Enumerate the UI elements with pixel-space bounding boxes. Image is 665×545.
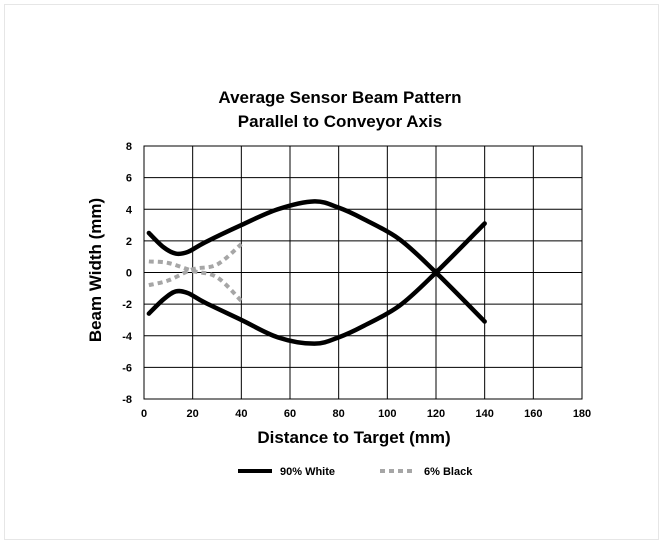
y-tick-label: 2 — [126, 236, 132, 248]
grid — [143, 145, 583, 400]
x-tick-label: 40 — [235, 408, 247, 420]
x-axis-ticks: 0 20 40 60 80 100 120 140 160 180 — [141, 408, 591, 420]
y-tick-label: 8 — [126, 141, 132, 153]
legend-label-90-white: 90% White — [280, 466, 335, 478]
x-tick-label: 120 — [427, 408, 445, 420]
y-tick-label: -4 — [122, 331, 133, 343]
plot-area — [143, 145, 583, 400]
series-layer — [146, 199, 487, 346]
chart-title: Average Sensor Beam Pattern — [218, 88, 461, 107]
series-90-white-lower-line — [146, 221, 487, 346]
x-axis-label: Distance to Target (mm) — [257, 428, 450, 447]
x-tick-label: 160 — [524, 408, 542, 420]
y-tick-label: -2 — [122, 299, 132, 311]
y-tick-label: 0 — [126, 268, 132, 280]
y-axis-label: Beam Width (mm) — [86, 198, 105, 342]
y-tick-label: -8 — [122, 394, 132, 406]
y-tick-label: 6 — [126, 173, 132, 185]
x-tick-label: 20 — [187, 408, 199, 420]
y-axis-ticks: 8 6 4 2 0 -2 -4 -6 -8 — [122, 141, 133, 406]
series-6-black-lower-line — [148, 242, 243, 288]
y-tick-label: 4 — [126, 204, 133, 216]
x-tick-label: 0 — [141, 408, 147, 420]
x-tick-label: 180 — [573, 408, 591, 420]
x-tick-label: 80 — [333, 408, 345, 420]
x-tick-label: 100 — [378, 408, 396, 420]
x-tick-label: 140 — [475, 408, 493, 420]
x-tick-label: 60 — [284, 408, 296, 420]
y-tick-label: -6 — [122, 362, 132, 374]
legend: 90% White 6% Black — [238, 466, 473, 478]
chart-subtitle: Parallel to Conveyor Axis — [238, 112, 442, 131]
series-90-white-upper-line — [146, 199, 487, 324]
legend-label-6-black: 6% Black — [424, 466, 473, 478]
